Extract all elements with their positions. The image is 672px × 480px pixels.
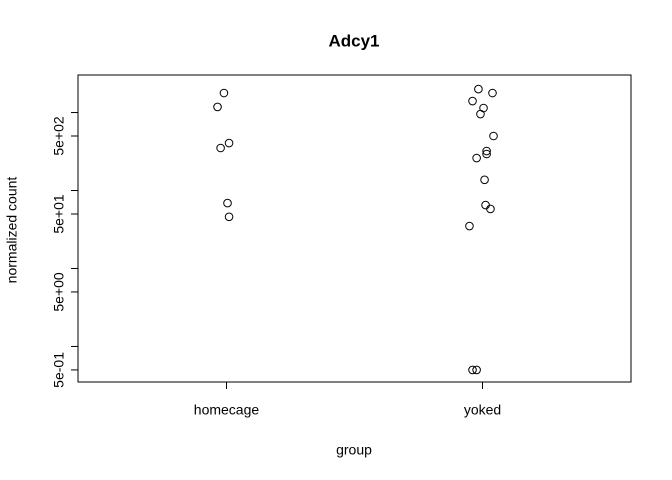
point bbox=[489, 131, 498, 141]
y-tick-label: 5e-01 bbox=[51, 352, 67, 388]
point bbox=[486, 204, 495, 214]
point bbox=[474, 84, 483, 94]
point bbox=[216, 143, 225, 153]
x-axis-label: group bbox=[336, 442, 372, 458]
x-tick-label: yoked bbox=[464, 402, 501, 418]
point bbox=[472, 153, 481, 163]
y-tick-label: 5e+00 bbox=[51, 272, 67, 312]
point bbox=[468, 365, 477, 375]
plot-frame bbox=[77, 74, 632, 383]
y-tick-label: 5e+02 bbox=[51, 116, 67, 156]
y-tick-label: 5e+01 bbox=[51, 194, 67, 234]
point bbox=[472, 365, 481, 375]
point bbox=[481, 200, 490, 210]
point bbox=[219, 88, 229, 98]
point bbox=[224, 138, 234, 148]
point bbox=[213, 102, 222, 112]
point bbox=[476, 109, 485, 119]
point bbox=[468, 96, 477, 106]
point bbox=[482, 146, 491, 156]
chart-title: Adcy1 bbox=[328, 31, 379, 50]
point bbox=[224, 212, 234, 222]
y-axis-label: normalized count bbox=[4, 177, 20, 284]
point bbox=[482, 149, 491, 159]
x-tick-label: homecage bbox=[194, 402, 260, 418]
point bbox=[488, 88, 497, 98]
point bbox=[480, 175, 489, 185]
point bbox=[223, 198, 232, 208]
point bbox=[465, 221, 474, 231]
